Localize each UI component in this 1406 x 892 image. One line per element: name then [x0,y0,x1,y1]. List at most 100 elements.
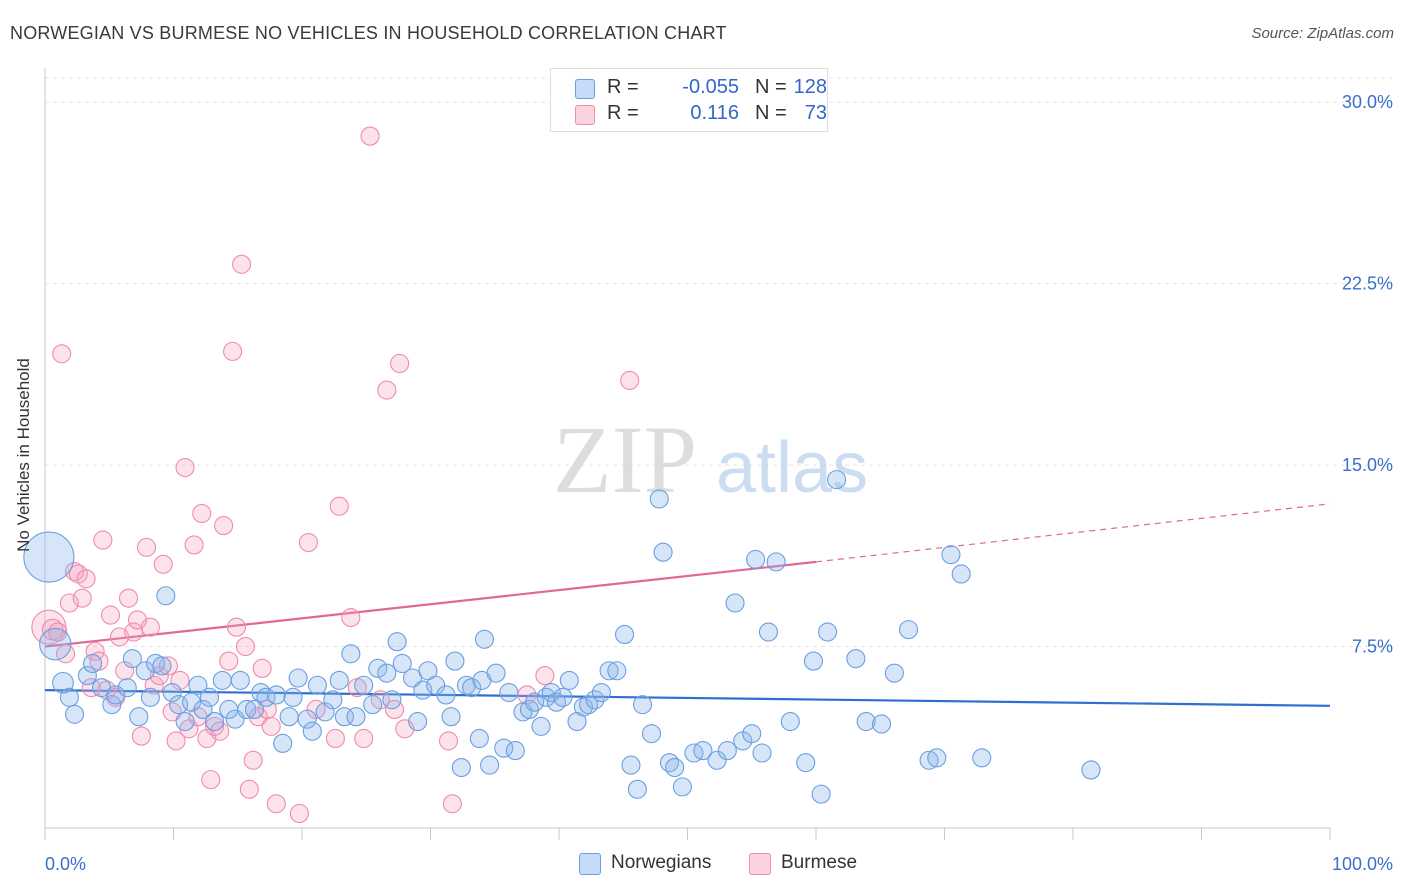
burmese-point [85,641,105,661]
legend-r-label: R = [607,102,639,124]
burmese-point [162,702,182,722]
norwegians-point [632,695,653,715]
norwegians-point [752,743,772,763]
norwegians-point [122,649,142,669]
norwegians-point [653,542,673,562]
burmese-point [59,593,79,613]
norwegians-point [599,661,619,681]
x-tick-label: 100.0% [1332,854,1393,874]
burmese-point [235,636,256,657]
norwegians-point [82,653,103,674]
burmese-point [219,651,239,671]
norwegians-point [199,687,220,707]
norwegians-point [827,470,847,490]
norwegians-point [59,687,79,707]
burmese-point [438,731,459,751]
legend-swatch-norwegians [579,853,601,875]
burmese-point [153,554,173,574]
norwegians-point [188,675,208,695]
burmese-point [390,353,410,374]
burmese-point [289,803,309,824]
burmese-point [252,658,272,678]
norwegians-point [591,682,611,703]
norwegians-point [230,670,250,690]
norwegians-point [297,709,317,729]
norwegians-point [951,564,971,584]
legend-swatch-norwegians [575,79,595,99]
burmese-point [325,728,345,749]
burmese-point [377,380,397,400]
norwegians-point [856,711,876,732]
norwegians-point [341,644,361,664]
watermark-atlas: atlas [716,428,868,508]
burmese-point [81,678,101,698]
y-tick-label: 7.5% [1352,637,1393,657]
norwegians-point [758,622,779,642]
norwegians-point [469,728,489,749]
norwegians-point [323,690,343,710]
norwegians-point [140,687,160,707]
norwegians-point [665,757,685,778]
norwegians-point [803,651,823,671]
burmese-point [144,675,164,695]
norwegians-point [387,632,407,652]
burmese-point [239,779,259,799]
burmese-point [223,341,243,361]
burmese-point [360,126,380,146]
norwegians-point [152,656,172,676]
norwegians-point [456,675,477,695]
axes [44,68,1331,840]
y-tick-label: 30.0% [1342,92,1393,112]
chart-title: NORWEGIAN VS BURMESE NO VEHICLES IN HOUS… [10,23,727,43]
legend-label-burmese: Burmese [781,852,858,873]
burmese-point [226,617,247,637]
norwegians-point [307,675,327,695]
legend-label-norwegians: Norwegians [611,852,712,873]
norwegians-point [302,721,322,741]
norwegians-point [363,695,383,715]
norwegians-point [39,627,72,661]
norwegians-point [746,549,766,570]
norwegians-point [426,675,446,695]
norwegians-trend-line [44,688,1331,707]
norwegians-point [181,692,202,712]
burmese-point [535,666,555,686]
norwegians-point [627,779,647,799]
legend-r-value: -0.055 [682,76,739,98]
norwegians-point [382,690,402,710]
norwegians-point [614,624,635,645]
norwegians-point [117,678,137,698]
legend-swatch-burmese [749,853,771,875]
legend-r-label: R = [607,76,639,98]
burmese-point [109,627,130,647]
x-tick-labels: 0.0% 100.0% [45,854,1393,874]
norwegians-point [441,707,461,727]
norwegians-point [175,711,195,732]
norwegians-point [106,685,126,705]
norwegians-point [451,757,471,778]
burmese-point [170,670,190,690]
norwegians-point [766,552,786,572]
norwegians-point [212,670,232,690]
norwegians-point [707,750,727,770]
burmese-point [93,530,113,550]
legend-n-label: N = [755,76,787,98]
norwegians-point [725,593,745,613]
norwegians-point [273,733,293,753]
burmese-point [192,503,212,524]
norwegians-point [288,668,308,688]
norwegians-point [77,666,97,686]
norwegians-point [315,702,335,722]
norwegians-point [480,755,500,775]
burmese-point [354,728,374,749]
norwegians-point [334,707,354,727]
burmese-point [76,569,96,589]
norwegians-point [553,687,573,707]
norwegians-point [237,699,257,720]
norwegians-point [818,622,838,642]
burmese-point [72,588,92,608]
norwegians-point [329,670,349,690]
burmese-point [201,770,221,790]
norwegians-point [541,682,561,703]
correlation-legend: R = -0.055 N = 128 R = 0.116 N = 73 [550,68,828,132]
